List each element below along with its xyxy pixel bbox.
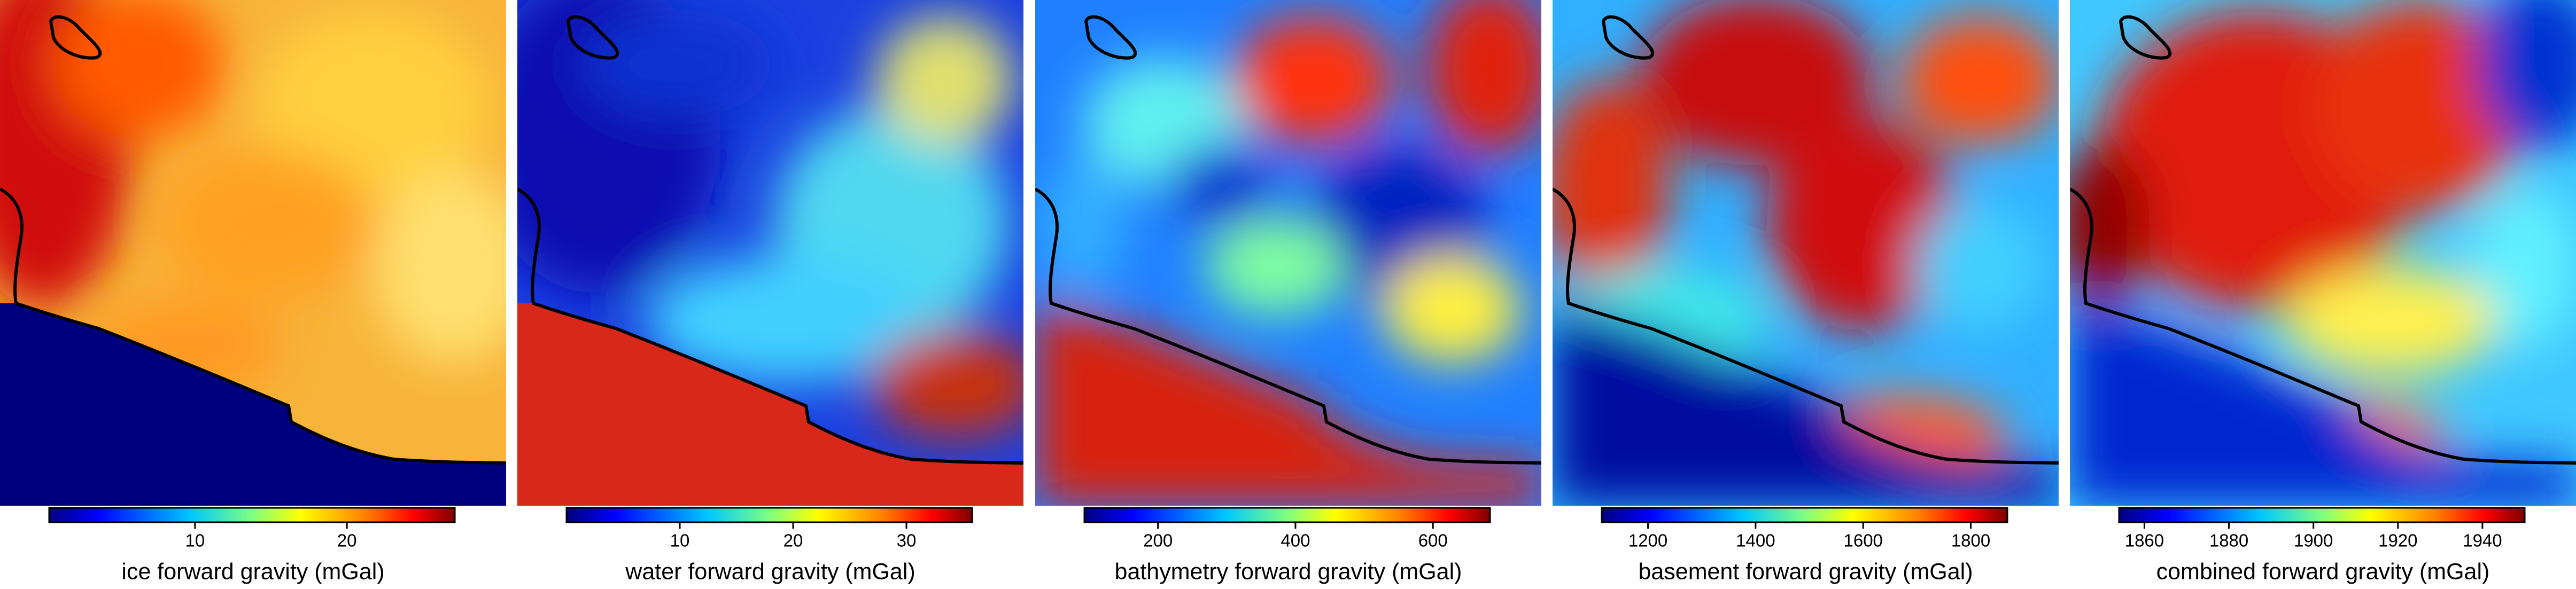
colorbar-tick-label: 1900: [2294, 531, 2333, 551]
map: [1035, 0, 1541, 506]
panel: 200 400 600 bathymetry forward gravity (mGa…: [1035, 0, 1541, 584]
field-anomaly: [160, 150, 374, 299]
field-anomaly: [1553, 80, 1670, 294]
panel: 1860 1880 1900 1920 1940 combined forward gra…: [2070, 0, 2576, 584]
colorbar-tick-label: 1600: [1844, 531, 1883, 551]
field-anomaly: [257, 11, 492, 203]
colorbar-tick-label: 10: [670, 531, 690, 551]
gravity-field: [1035, 0, 1541, 506]
field-anomaly: [1916, 203, 2044, 331]
map: [1553, 0, 2059, 506]
field-anomaly: [2284, 267, 2497, 374]
field-anomaly: [875, 16, 1014, 144]
field-anomaly: [374, 171, 506, 363]
field-anomaly: [1383, 256, 1522, 363]
colorbar-label: ice forward gravity (mGal): [121, 559, 384, 584]
colorbar-tick-label: 200: [1143, 531, 1173, 551]
colorbar: [565, 507, 973, 523]
colorbar-tick-label: 10: [185, 531, 205, 551]
colorbar-tick-label: 20: [337, 531, 357, 551]
colorbar-label: basement forward gravity (mGal): [1638, 559, 1973, 584]
colorbar-tick-label: 1880: [2209, 531, 2248, 551]
field-anomaly: [1206, 219, 1345, 315]
colorbar: [1083, 507, 1491, 523]
map: [0, 0, 506, 506]
field-anomaly: [1425, 0, 1541, 155]
field-anomaly: [870, 331, 1023, 438]
field-anomaly: [1041, 160, 1126, 288]
gravity-field: [517, 0, 1023, 438]
colorbar-label: water forward gravity (mGal): [625, 559, 915, 584]
field-anomaly: [1233, 16, 1393, 144]
colorbar-tick-label: 20: [783, 531, 803, 551]
gravity-field: [2070, 0, 2576, 506]
field-anomaly: [2070, 144, 2150, 304]
panel: 1200 1400 1600 1800 basement forward gravity…: [1553, 0, 2059, 584]
colorbar-tick-label: 1940: [2463, 531, 2502, 551]
colorbar: [48, 507, 456, 523]
colorbar-label: combined forward gravity (mGal): [2156, 559, 2490, 584]
map: [2070, 0, 2576, 506]
field-anomaly: [1766, 117, 1959, 331]
map: [517, 0, 1023, 506]
field-anomaly: [2310, 0, 2524, 214]
colorbar-tick-label: 1200: [1628, 531, 1667, 551]
colorbar-label: bathymetry forward gravity (mGal): [1115, 559, 1462, 584]
colorbar-tick-label: 600: [1418, 531, 1448, 551]
panel: 10 20 ice forward gravity (mGal): [0, 0, 506, 584]
field-anomaly: [1900, 16, 2059, 144]
colorbar-tick-label: 400: [1281, 531, 1310, 551]
colorbar: [2118, 507, 2526, 523]
colorbar-tick-label: 1920: [2378, 531, 2417, 551]
colorbar-tick-label: 1800: [1951, 531, 1990, 551]
field-anomaly: [581, 11, 774, 117]
field-anomaly: [646, 256, 924, 384]
colorbar-tick-label: 1400: [1736, 531, 1775, 551]
field-anomaly: [2476, 0, 2576, 150]
panel: 10 20 30 water forward gravity (mGal): [517, 0, 1023, 584]
colorbar-tick-label: 1860: [2125, 531, 2164, 551]
field-anomaly: [1638, 0, 1873, 166]
field-anomaly: [53, 0, 224, 139]
field-anomaly: [1169, 144, 1276, 230]
field-anomaly: [2471, 187, 2576, 347]
colorbar-tick-label: 30: [897, 531, 917, 551]
colorbar: [1601, 507, 2008, 523]
